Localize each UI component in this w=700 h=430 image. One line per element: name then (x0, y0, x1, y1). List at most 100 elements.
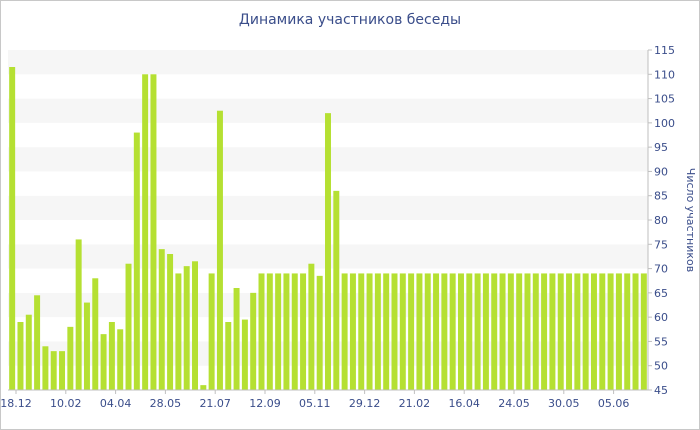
bar (640, 273, 647, 390)
bar (399, 273, 406, 390)
bar (566, 273, 573, 390)
x-tick-label: 28.05 (150, 397, 182, 410)
bar (150, 74, 157, 390)
bar (42, 346, 49, 390)
bar (100, 334, 107, 390)
bar (416, 273, 423, 390)
bar (391, 273, 398, 390)
bar (167, 254, 174, 390)
bar (333, 190, 340, 390)
bars (9, 67, 647, 391)
x-tick-label: 05.11 (299, 397, 331, 410)
bar (516, 273, 523, 390)
bar (325, 113, 331, 390)
y-tick-label: 60 (654, 311, 668, 324)
y-tick-label: 55 (654, 335, 668, 348)
bar (225, 322, 232, 390)
bar (142, 74, 149, 390)
bar (75, 239, 82, 390)
bar (125, 263, 132, 390)
y-tick-label: 90 (654, 165, 668, 178)
bar (358, 273, 365, 390)
bar (366, 273, 373, 390)
bar (557, 273, 564, 390)
bar (599, 273, 606, 390)
bar (291, 273, 298, 390)
x-tick-label: 18.12 (0, 397, 32, 410)
bar (590, 273, 597, 390)
bar (158, 249, 165, 390)
bar (574, 273, 581, 390)
bar (34, 295, 41, 390)
bar (283, 273, 290, 390)
y-tick-label: 80 (654, 214, 668, 227)
x-tick-label: 05.06 (598, 397, 630, 410)
chart-title: Динамика участников беседы (238, 12, 462, 28)
bar (17, 322, 24, 390)
bar (615, 273, 622, 390)
bar (133, 132, 140, 390)
bar (474, 273, 481, 390)
bar (67, 326, 74, 390)
x-tick-label: 29.12 (349, 397, 381, 410)
bar (250, 292, 257, 390)
bar (59, 351, 66, 390)
bar (117, 329, 124, 390)
y-tick-label: 115 (654, 44, 675, 57)
bar (449, 273, 456, 390)
bar (457, 273, 464, 390)
y-tick-label: 105 (654, 93, 675, 106)
bar (582, 273, 589, 390)
bar (275, 273, 282, 390)
bar (175, 273, 182, 390)
bar (408, 273, 415, 390)
y-tick-label: 100 (654, 117, 675, 130)
x-tick-label: 12.09 (249, 397, 281, 410)
bar (507, 273, 514, 390)
bar (9, 67, 16, 390)
y-tick-label: 75 (654, 238, 668, 251)
grid-band (8, 50, 648, 75)
x-tick-label: 21.02 (399, 397, 431, 410)
bar (208, 273, 215, 390)
x-tick-label: 10.02 (50, 397, 82, 410)
bar (549, 273, 556, 390)
x-tick-label: 21.07 (199, 397, 231, 410)
x-tick-label: 16.04 (448, 397, 480, 410)
bar (632, 273, 639, 390)
bar (233, 288, 240, 390)
bar (25, 314, 32, 390)
bar (541, 273, 548, 390)
bar (200, 385, 207, 390)
bar (308, 263, 315, 390)
y-axis-label: Число участников (684, 168, 697, 272)
grid-band (8, 74, 648, 99)
bar (266, 273, 273, 390)
y-tick-label: 70 (654, 263, 668, 276)
bar (92, 278, 99, 390)
bar (83, 302, 90, 390)
y-tick-label: 65 (654, 287, 668, 300)
bar (341, 273, 348, 390)
y-tick-label: 45 (654, 384, 668, 397)
bar (532, 273, 539, 390)
bar (349, 273, 356, 390)
y-tick-label: 110 (654, 68, 675, 81)
bar (466, 273, 473, 390)
bar (108, 322, 115, 390)
bar (374, 273, 381, 390)
bar (316, 275, 323, 390)
bar (50, 351, 57, 390)
x-tick-label: 24.05 (498, 397, 530, 410)
bar (383, 273, 390, 390)
y-tick-label: 95 (654, 141, 668, 154)
y-axis: 45 50 55 60 65 70 75 80 85 90 95 100 105 110 115 (647, 44, 675, 397)
x-axis: 18.12 10.02 04.04 28.05 21.07 12.09 05.11 29.12… (0, 389, 648, 410)
bar (183, 266, 190, 390)
x-tick-label: 30.05 (548, 397, 580, 410)
y-tick-label: 50 (654, 360, 668, 373)
bar (216, 110, 223, 391)
bar (192, 261, 198, 390)
x-tick-label: 04.04 (100, 397, 132, 410)
